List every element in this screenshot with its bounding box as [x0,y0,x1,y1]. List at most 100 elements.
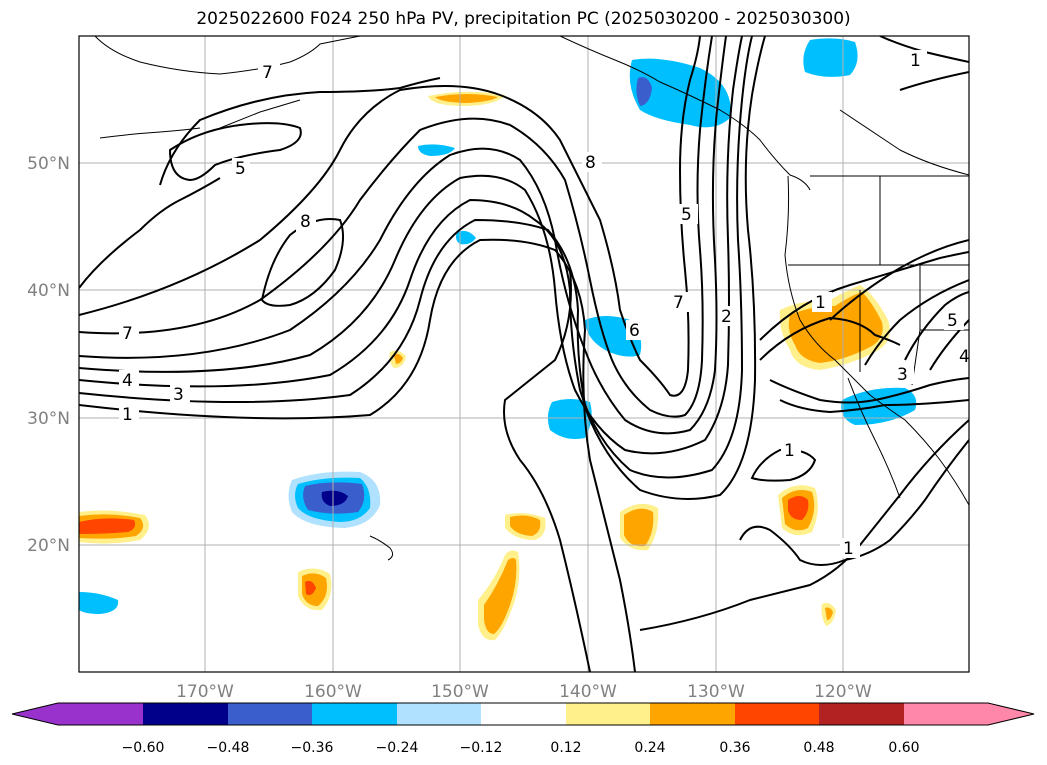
colorbar-segment [312,703,397,725]
contour-label-bg [840,538,860,558]
pos-small-2-core [825,607,833,620]
lat-label: 50°N [27,154,70,174]
contour-label-bg [626,320,646,340]
lon-label: 130°W [687,682,745,702]
gridlines [79,36,969,672]
colorbar: −0.60 −0.48 −0.36 −0.24 −0.12 0.12 0.24 … [11,702,1035,756]
colorbar-segment [228,703,312,725]
contour-label: 2 [721,307,732,327]
contour-label: 1 [843,539,854,559]
colorbar-tick-label: 0.12 [550,740,581,756]
precip-shading [79,38,917,641]
contour-label-bg [232,158,250,178]
colorbar-tick-label: −0.36 [291,740,334,756]
lat-axis: 50°N 40°N 30°N 20°N [27,154,70,556]
lat-label: 20°N [27,536,70,556]
contour-label: 5 [235,159,246,179]
colorbar-extend-high [988,703,1034,725]
contour-label-bg [258,60,280,82]
colorbar-tick-label: −0.24 [376,740,419,756]
contour-label: 4 [959,347,970,367]
plot-frame [78,35,970,673]
lon-label: 170°W [176,682,234,702]
contour-label: 8 [300,212,311,232]
lat-label: 40°N [27,281,70,301]
neg-anomaly-hawaii-center [321,490,348,506]
contour-label: 7 [122,324,133,344]
colorbar-tick-label: −0.60 [122,740,165,756]
contour-label-bg [296,212,316,232]
colorbar-segment [650,703,735,725]
contour-label: 1 [784,441,795,461]
contour-label-bg [582,152,602,172]
lat-label: 30°N [27,409,70,429]
colorbar-tick-label: 0.36 [719,740,750,756]
contour-label: 4 [122,371,133,391]
contour-label: 1 [815,293,826,313]
contour-label-bg [907,50,927,70]
contour-label: 5 [681,205,692,225]
contour-label-bg [678,204,698,224]
colorbar-tick-label: −0.48 [207,740,250,756]
colorbar-segment [397,703,481,725]
contour-label: 6 [629,321,640,341]
map-title: 2025022600 F024 250 hPa PV, precipitatio… [196,9,851,29]
contour-label-bg [670,292,690,312]
contour-label-bg [119,370,139,390]
contour-label: 7 [673,293,684,313]
colorbar-ticks: −0.60 −0.48 −0.36 −0.24 −0.12 0.12 0.24 … [122,740,920,756]
contour-label-bg [944,310,964,330]
neg-small-1 [418,144,455,156]
contour-label: 7 [262,63,273,83]
colorbar-tick-label: 0.48 [803,740,834,756]
neg-anomaly-alaska-core [636,77,652,106]
neg-small-2 [456,230,476,245]
plot-area: 7 5 8 7 4 3 1 8 5 7 6 2 1 1 [79,36,970,672]
colorbar-outline [11,702,1035,726]
colorbar-segment [566,703,650,725]
lon-label: 160°W [304,682,362,702]
coastlines [94,36,969,561]
neg-anomaly-west [79,592,119,614]
colorbar-segment [481,703,566,725]
lon-label: 120°W [814,682,872,702]
colorbar-tick-label: 0.60 [888,740,919,756]
contour-label-bg [119,323,139,343]
contour-label: 8 [585,153,596,173]
pos-anomaly-south-2-core [484,558,517,634]
lon-label: 140°W [559,682,617,702]
contour-label-bg [781,440,801,460]
colorbar-extend-low [12,703,58,725]
neg-anomaly-ne [803,38,858,77]
colorbar-segment [904,703,988,725]
lon-axis: 170°W 160°W 150°W 140°W 130°W 120°W [176,682,872,702]
contour-label-bg [119,404,139,424]
contour-label-bg [956,346,969,366]
pos-anomaly-north-core [435,94,498,103]
contour-label: 1 [122,405,133,425]
contour-label: 3 [173,385,184,405]
contour-label: 5 [947,311,958,331]
contour-label-bg [812,292,832,312]
contour-label-bg [894,364,914,384]
pos-anomaly-west-core [79,518,136,534]
pos-small-1-core [394,354,403,364]
colorbar-segment [58,703,143,725]
colorbar-segment [143,703,228,725]
colorbar-tick-label: −0.12 [460,740,503,756]
colorbar-segments [12,703,1034,725]
pos-anomaly-south-1-center [305,580,316,596]
pos-anomaly-south-4-core [624,508,654,547]
contour-labels: 7 5 8 7 4 3 1 8 5 7 6 2 1 1 [119,50,970,559]
pos-anomaly-se-core [788,496,809,520]
colorbar-segment [819,703,904,725]
contour-label: 3 [897,365,908,385]
contour-label-bg [718,306,738,326]
lon-label: 150°W [431,682,489,702]
contour-label-bg [170,384,190,404]
contour-label: 1 [910,51,921,71]
pos-anomaly-south-3-core [510,515,541,536]
neg-anomaly-south [547,399,592,439]
colorbar-tick-label: 0.24 [634,740,665,756]
